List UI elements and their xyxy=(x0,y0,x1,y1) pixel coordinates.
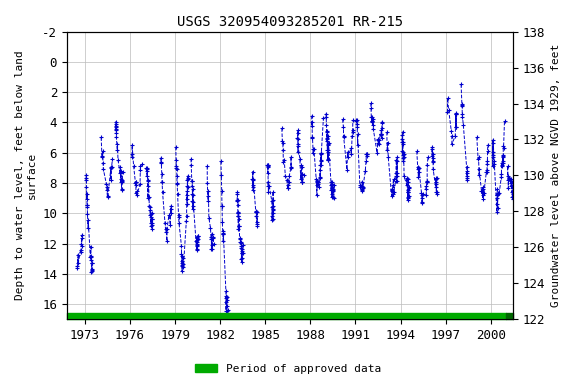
Y-axis label: Depth to water level, feet below land
surface: Depth to water level, feet below land su… xyxy=(15,51,37,300)
Legend: Period of approved data: Period of approved data xyxy=(191,359,385,379)
Title: USGS 320954093285201 RR-215: USGS 320954093285201 RR-215 xyxy=(177,15,403,29)
Y-axis label: Groundwater level above NGVD 1929, feet: Groundwater level above NGVD 1929, feet xyxy=(551,44,561,307)
